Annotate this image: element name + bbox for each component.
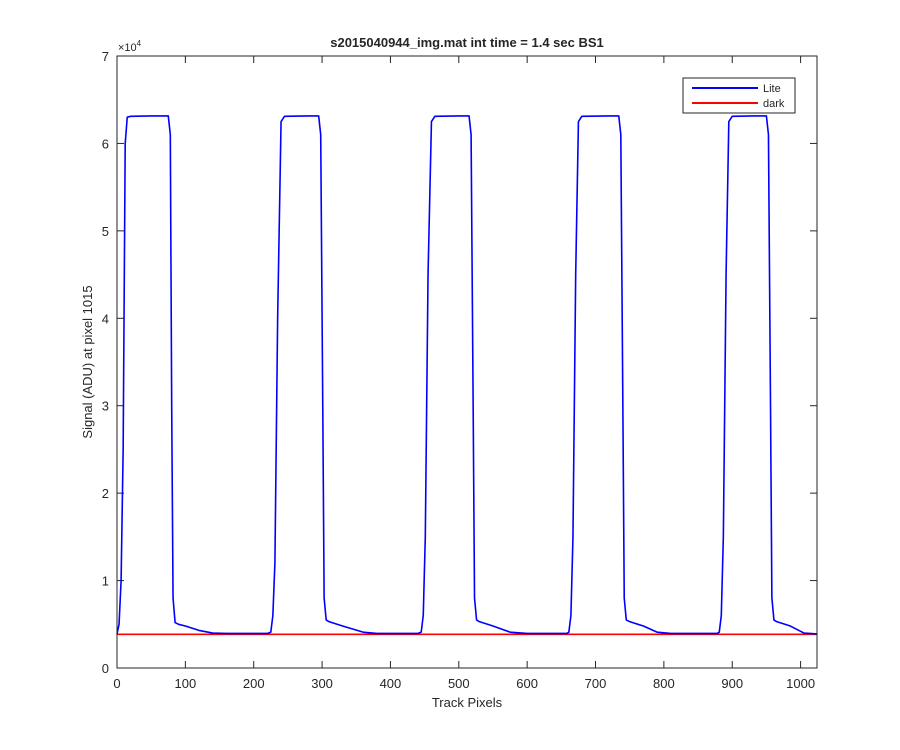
plot-area: [117, 56, 817, 668]
chart-title: s2015040944_img.mat int time = 1.4 sec B…: [330, 35, 604, 50]
x-axis-ticks: 0 100 200 300 400 500 600 700 800 900 1000: [113, 56, 815, 691]
x-tick-label: 300: [311, 676, 333, 691]
y-tick-label: 7: [102, 49, 109, 64]
x-tick-label: 400: [380, 676, 402, 691]
y-axis-label: Signal (ADU) at pixel 1015: [80, 285, 95, 438]
x-tick-label: 100: [175, 676, 197, 691]
y-tick-label: 0: [102, 661, 109, 676]
y-exponent-power: 4: [137, 39, 142, 48]
x-tick-label: 200: [243, 676, 265, 691]
legend: Lite dark: [682, 77, 796, 114]
x-tick-label: 0: [113, 676, 120, 691]
x-tick-label: 800: [653, 676, 675, 691]
x-tick-label: 500: [448, 676, 470, 691]
x-tick-label: 900: [721, 676, 743, 691]
y-exponent-base: ×10: [118, 42, 137, 54]
y-tick-label: 4: [102, 311, 109, 326]
series-layer: [116, 115, 818, 636]
legend-label-lite: Lite: [763, 83, 781, 95]
y-tick-label: 2: [102, 486, 109, 501]
series-line-lite: [116, 115, 818, 635]
y-tick-label: 1: [102, 574, 109, 589]
legend-box: [682, 77, 796, 114]
x-axis-label: Track Pixels: [432, 695, 503, 710]
y-tick-label: 3: [102, 399, 109, 414]
x-tick-label: 700: [585, 676, 607, 691]
plot-frame: [116, 55, 818, 669]
x-tick-label: 600: [516, 676, 538, 691]
y-tick-label: 5: [102, 224, 109, 239]
y-axis-exponent: ×104: [118, 39, 142, 54]
legend-label-dark: dark: [763, 98, 785, 110]
y-tick-label: 6: [102, 136, 109, 151]
x-tick-label: 1000: [786, 676, 815, 691]
